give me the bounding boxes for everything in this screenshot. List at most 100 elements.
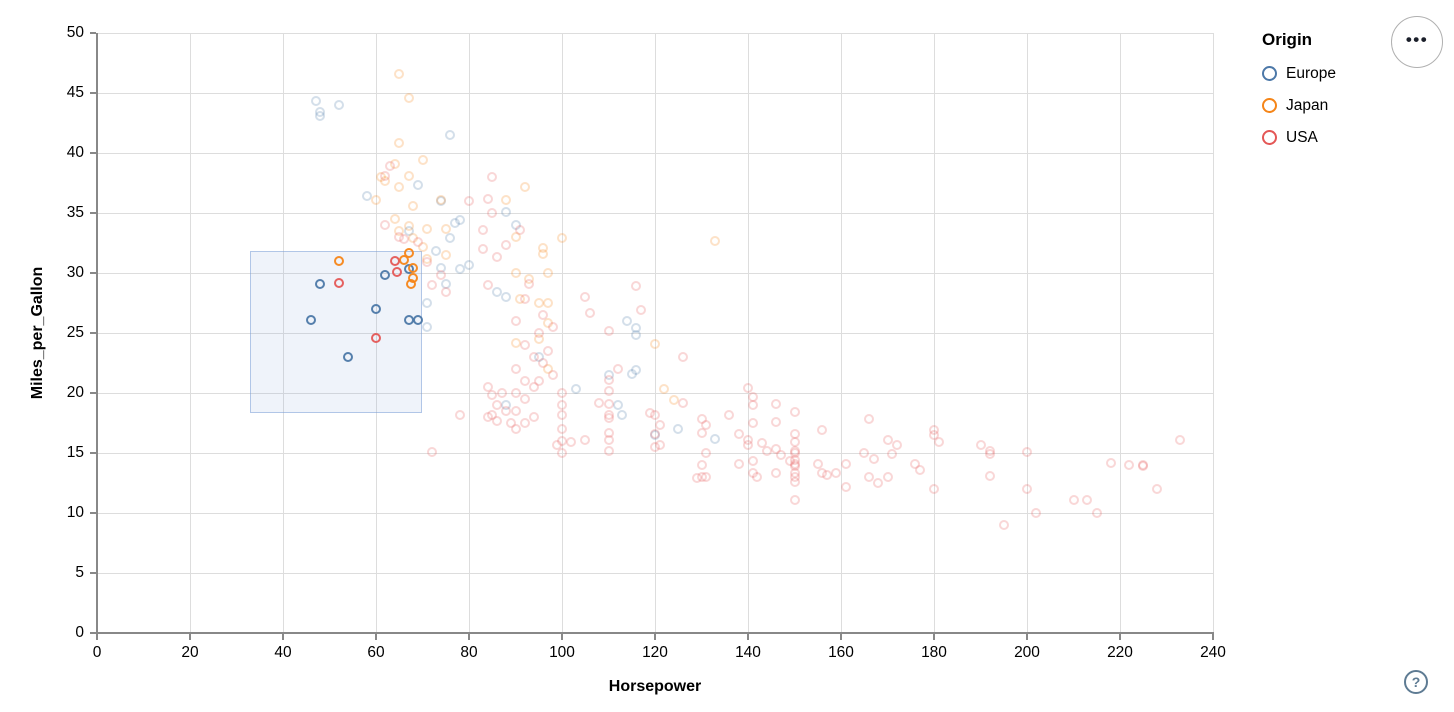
data-point-usa	[677, 352, 688, 362]
data-point-usa	[650, 409, 660, 420]
y-tick-label: 50	[66, 24, 84, 41]
x-tick-label: 180	[921, 644, 947, 661]
y-tick-label: 0	[75, 624, 84, 641]
x-tick	[96, 634, 98, 640]
x-tick-label: 80	[460, 644, 478, 661]
x-tick	[840, 634, 842, 640]
data-point-usa	[389, 256, 400, 266]
x-tick-label: 100	[549, 644, 575, 661]
data-point-usa	[529, 382, 540, 392]
x-tick-label: 200	[1014, 644, 1040, 661]
gridline-x	[469, 33, 470, 633]
data-point-usa	[998, 520, 1009, 530]
y-tick	[90, 332, 96, 334]
data-point-japan	[371, 194, 381, 205]
data-point-usa	[412, 236, 423, 247]
data-point-europe	[305, 314, 316, 325]
data-point-usa	[603, 385, 614, 396]
gridline-x	[562, 33, 563, 633]
x-tick-label: 140	[735, 644, 761, 661]
data-point-usa	[603, 413, 614, 424]
gridline-x	[190, 33, 191, 633]
data-point-usa	[505, 418, 516, 428]
data-point-usa	[761, 445, 772, 456]
data-point-usa	[873, 478, 884, 488]
data-point-usa	[747, 456, 758, 467]
data-point-usa	[743, 439, 753, 450]
y-tick-label: 10	[66, 504, 84, 521]
data-point-japan	[533, 298, 544, 308]
data-point-japan	[538, 248, 549, 259]
data-point-europe	[403, 314, 414, 325]
data-point-japan	[417, 155, 428, 166]
data-point-usa	[701, 472, 712, 482]
data-point-usa	[426, 446, 437, 457]
plot-area[interactable]	[97, 33, 1214, 633]
data-point-usa	[1091, 508, 1102, 518]
data-point-europe	[710, 433, 721, 444]
data-point-usa	[547, 370, 558, 380]
chart-actions-menu-button[interactable]: •••	[1391, 16, 1443, 68]
y-tick-label: 35	[66, 204, 84, 221]
gridline-x	[841, 33, 842, 633]
data-point-usa	[436, 270, 447, 281]
data-point-usa	[552, 439, 563, 450]
data-point-usa	[538, 358, 549, 368]
data-point-usa	[636, 305, 647, 316]
legend-item-usa: USA	[1262, 128, 1336, 147]
x-tick-label: 20	[181, 644, 199, 661]
data-point-usa	[603, 398, 614, 409]
data-point-usa	[496, 388, 507, 398]
data-point-europe	[431, 246, 442, 257]
y-tick-label: 30	[66, 264, 84, 281]
data-point-usa	[677, 397, 688, 408]
y-tick	[90, 32, 96, 34]
data-point-usa	[770, 468, 781, 479]
data-point-europe	[445, 233, 456, 244]
y-tick	[90, 272, 96, 274]
data-point-japan	[408, 200, 419, 211]
x-tick-label: 240	[1200, 644, 1226, 661]
data-point-usa	[887, 449, 898, 460]
data-point-usa	[529, 352, 540, 362]
data-point-usa	[519, 340, 530, 350]
data-point-japan	[440, 250, 451, 260]
data-point-usa	[1068, 494, 1079, 505]
data-point-europe	[343, 352, 354, 362]
data-point-usa	[477, 224, 488, 235]
data-point-usa	[933, 437, 944, 448]
ellipsis-icon: •••	[1405, 30, 1429, 49]
x-tick	[282, 634, 284, 640]
data-point-usa	[391, 266, 402, 277]
data-point-usa	[789, 476, 800, 487]
x-tick-label: 220	[1107, 644, 1133, 661]
data-point-usa	[519, 394, 530, 404]
y-tick	[90, 452, 96, 454]
data-point-usa	[557, 400, 567, 410]
data-point-europe	[422, 298, 433, 308]
x-tick	[1212, 634, 1214, 640]
data-point-europe	[491, 287, 502, 298]
data-point-europe	[333, 100, 344, 110]
data-point-usa	[696, 460, 707, 470]
data-point-usa	[770, 398, 781, 409]
help-button[interactable]: ?	[1404, 670, 1428, 694]
data-point-japan	[403, 247, 414, 258]
legend-symbol-icon	[1262, 66, 1277, 81]
data-point-usa	[1022, 484, 1032, 494]
data-point-usa	[487, 390, 498, 401]
data-point-japan	[440, 223, 451, 234]
data-point-usa	[882, 472, 893, 482]
y-tick	[90, 632, 96, 634]
data-point-usa	[789, 458, 800, 469]
data-point-usa	[831, 468, 842, 479]
data-point-europe	[673, 424, 684, 434]
data-point-usa	[631, 281, 642, 292]
legend: Origin Europe Japan USA	[1262, 30, 1336, 160]
data-point-europe	[464, 259, 474, 270]
x-tick	[933, 634, 935, 640]
gridline-x	[283, 33, 284, 633]
data-point-usa	[557, 448, 567, 458]
gridline-x	[1213, 33, 1214, 633]
